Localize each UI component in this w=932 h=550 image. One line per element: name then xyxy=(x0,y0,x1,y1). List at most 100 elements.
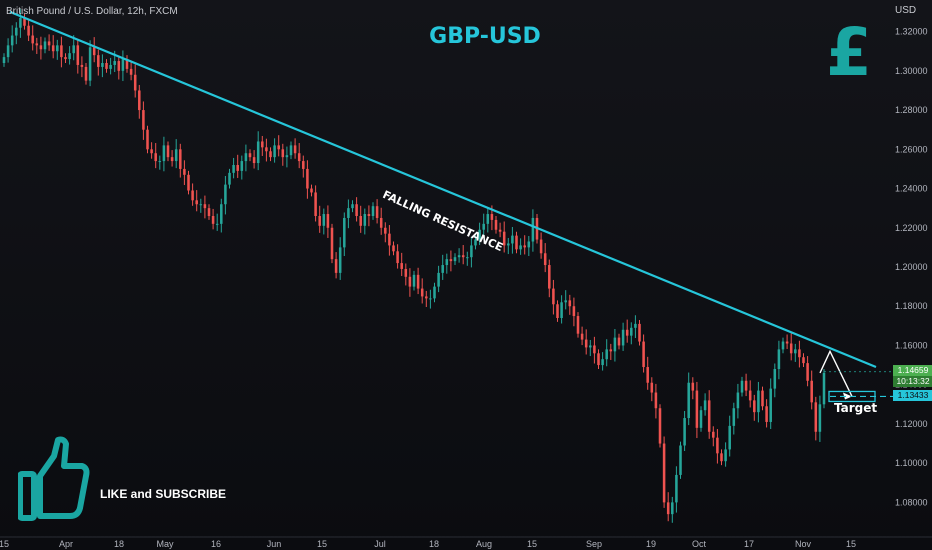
candle-body xyxy=(248,153,252,158)
candle-body xyxy=(798,349,801,358)
candle-body xyxy=(318,216,321,226)
y-tick-label: 1.24000 xyxy=(895,184,928,194)
candle-body xyxy=(158,161,162,163)
candle-body xyxy=(720,453,723,462)
candle-body xyxy=(617,337,621,346)
candle-body xyxy=(511,235,514,244)
candle-body xyxy=(736,392,740,409)
candle-body xyxy=(806,363,809,381)
candle-body xyxy=(601,359,604,366)
candle-body xyxy=(334,259,338,273)
candle-body xyxy=(703,400,707,411)
candle-body xyxy=(256,141,260,164)
candle-body xyxy=(240,161,244,171)
candle-body xyxy=(392,245,395,252)
candle-body xyxy=(6,45,10,58)
candle-body xyxy=(379,217,383,228)
candle-body xyxy=(129,68,133,75)
candle-body xyxy=(609,349,613,352)
candle-body xyxy=(51,45,55,52)
candle-body xyxy=(527,241,531,248)
candle-body xyxy=(269,151,272,158)
candle-body xyxy=(2,57,6,63)
candle-body xyxy=(23,17,26,26)
candle-body xyxy=(650,382,654,393)
x-tick-label: Nov xyxy=(795,539,812,549)
x-tick-label: 16 xyxy=(211,539,221,549)
x-tick-label: 19 xyxy=(646,539,656,549)
candle-body xyxy=(343,217,346,248)
candle-body xyxy=(236,165,239,171)
candle-body xyxy=(133,74,137,91)
candle-countdown-tag: 10:13:32 xyxy=(893,376,932,387)
candle-body xyxy=(404,268,408,277)
candle-body xyxy=(695,390,699,428)
y-tick-label: 1.20000 xyxy=(895,262,928,272)
candle-body xyxy=(412,274,416,287)
candle-body xyxy=(822,372,826,405)
candle-body xyxy=(88,47,92,81)
candle-body xyxy=(552,288,555,305)
candle-body xyxy=(785,341,789,344)
candle-body xyxy=(244,153,248,162)
falling-resistance-line xyxy=(9,10,877,369)
y-tick-label: 1.26000 xyxy=(895,144,928,154)
candle-body xyxy=(35,43,39,46)
candle-body xyxy=(19,17,22,28)
candle-body xyxy=(121,59,125,71)
candle-body xyxy=(277,145,280,150)
x-tick-label: 15 xyxy=(846,539,856,549)
candle-body xyxy=(675,474,678,503)
candle-body xyxy=(162,145,166,162)
candle-body xyxy=(211,216,215,224)
candle-body xyxy=(814,402,818,432)
thumbs-up-icon[interactable] xyxy=(18,436,90,524)
candle-body xyxy=(146,129,149,150)
candle-body xyxy=(707,400,711,432)
candle-body xyxy=(228,172,231,185)
candle-body xyxy=(461,255,465,258)
candle-body xyxy=(56,45,59,52)
candle-body xyxy=(80,64,84,67)
candle-body xyxy=(486,214,490,224)
candle-body xyxy=(507,243,510,246)
candle-body xyxy=(621,329,625,346)
candle-body xyxy=(138,90,141,111)
candle-body xyxy=(683,418,686,446)
target-price-tag: 1.13433 xyxy=(893,390,932,401)
x-tick-label: 15 xyxy=(527,539,537,549)
candle-body xyxy=(326,214,330,228)
candle-body xyxy=(400,263,403,269)
candle-body xyxy=(371,206,375,216)
candle-body xyxy=(699,410,703,428)
y-tick-label: 1.28000 xyxy=(895,105,928,115)
candle-body xyxy=(515,235,518,250)
y-tick-label: 1.18000 xyxy=(895,301,928,311)
y-tick-label: 1.12000 xyxy=(895,419,928,429)
candle-body xyxy=(732,408,736,426)
candle-body xyxy=(420,288,424,297)
candle-body xyxy=(445,259,449,266)
candle-body xyxy=(232,165,235,173)
candle-body xyxy=(113,61,116,65)
x-tick-label: Oct xyxy=(692,539,707,549)
candle-body xyxy=(273,145,276,158)
candle-body xyxy=(297,153,301,162)
candle-body xyxy=(425,296,428,299)
chart-title: GBP-USD xyxy=(429,24,541,49)
candle-body xyxy=(482,223,485,230)
candle-body xyxy=(666,502,670,515)
x-tick-label: 15 xyxy=(0,539,9,549)
candle-body xyxy=(441,265,444,273)
candle-body xyxy=(679,445,682,475)
candle-body xyxy=(753,400,756,413)
candle-body xyxy=(584,339,588,348)
candle-body xyxy=(789,343,793,354)
candle-body xyxy=(642,341,645,368)
candle-body xyxy=(39,45,43,50)
candle-body xyxy=(338,247,342,273)
projection-arrowhead xyxy=(843,392,852,400)
candle-body xyxy=(174,149,178,162)
candle-body xyxy=(408,276,412,287)
